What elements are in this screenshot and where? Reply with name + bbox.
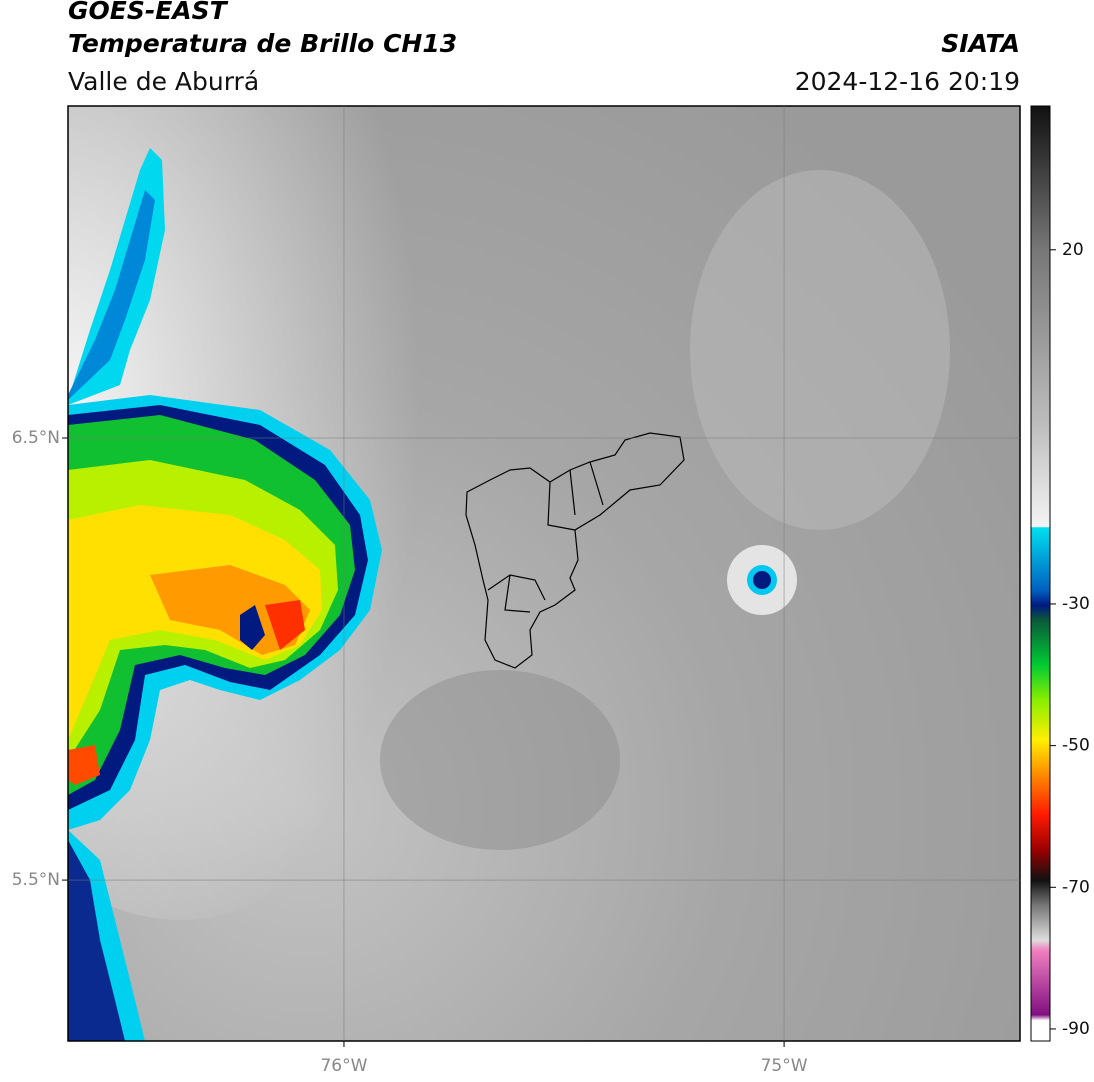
satellite: GOES-EAST (68, 0, 229, 25)
lat-label: 6.5°N (12, 428, 60, 448)
lat-label: 5.5°N (12, 870, 60, 890)
colorbar-label: -50 (1062, 736, 1090, 756)
colorbar-label: 20 (1062, 240, 1084, 260)
colorbar-label: -30 (1062, 594, 1090, 614)
source: SIATA (941, 29, 1020, 58)
colorbar (1030, 105, 1051, 1042)
lon-label: 75°W (761, 1056, 808, 1076)
product: Temperatura de Brillo CH13 (68, 29, 457, 58)
satellite-image (68, 106, 1020, 1041)
region: Valle de Aburrá (68, 67, 259, 96)
map-frame (67, 105, 1021, 1042)
colorbar-label: -70 (1062, 877, 1090, 897)
colorbar-label: -90 (1062, 1019, 1090, 1039)
datetime: 2024-12-16 20:19 (795, 67, 1020, 96)
lon-label: 76°W (320, 1056, 367, 1076)
